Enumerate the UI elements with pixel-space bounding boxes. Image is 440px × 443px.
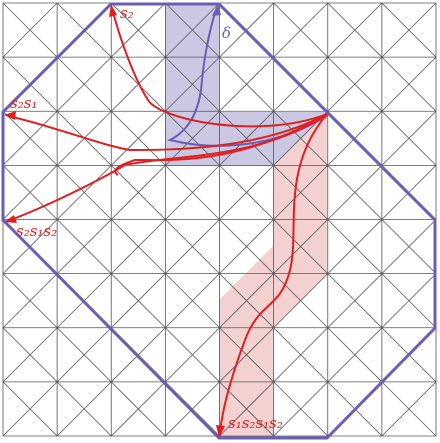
grid-line: [381, 110, 437, 166]
grid-line: [165, 381, 220, 437]
grid-line: [2, 165, 58, 220]
grid-line: [273, 219, 329, 274]
grid-line: [273, 2, 329, 58]
red-curve: [111, 7, 328, 128]
s2s1s2-label: s₂s₁s₂: [16, 222, 57, 240]
grid-line: [56, 381, 112, 437]
s1s2s1s2-label: s₁s₂s₁s₂: [228, 414, 283, 432]
grid-line: [165, 2, 220, 58]
grid: [2, 2, 437, 437]
grid-line: [2, 327, 58, 383]
blue-arrow: [167, 4, 328, 147]
grid-line: [219, 165, 274, 220]
s2s1-label: s₂s₁: [10, 94, 37, 112]
grid-line: [273, 273, 329, 329]
grid-line: [165, 165, 220, 220]
red-arrowhead: [216, 425, 225, 438]
grid-line: [327, 56, 383, 112]
grid-line: [56, 327, 112, 383]
grid-line: [327, 165, 383, 220]
grid-line: [327, 2, 383, 58]
grid-line: [2, 381, 58, 437]
grid-line: [110, 219, 166, 274]
grid-line: [110, 381, 166, 437]
grid-line: [110, 2, 166, 58]
grid-line: [110, 110, 166, 166]
red-arrowhead: [4, 215, 17, 223]
grid-line: [219, 327, 274, 383]
red-arrowhead: [4, 111, 16, 120]
grid-line: [327, 273, 383, 329]
grid-line: [110, 165, 166, 220]
grid-line: [56, 219, 112, 274]
grid-line: [2, 273, 58, 329]
grid-line: [56, 165, 112, 220]
blue-arrowhead: [212, 4, 221, 16]
red-curve: [114, 113, 328, 176]
delta-label: δ: [222, 24, 231, 42]
grid-line: [165, 273, 220, 329]
red-arrows: [4, 4, 328, 438]
grid-line: [381, 381, 437, 437]
grid-line: [219, 381, 274, 437]
grid-line: [381, 273, 437, 329]
grid-line: [110, 273, 166, 329]
red-curve: [7, 113, 328, 152]
shaded-regions: [165, 5, 327, 438]
grid-line: [327, 219, 383, 274]
grid-line: [219, 110, 274, 166]
s2-label: s₂: [120, 4, 134, 22]
grid-line: [381, 219, 437, 274]
grid-line: [219, 273, 274, 329]
grid-line: [165, 56, 220, 112]
grid-line: [381, 56, 437, 112]
grid-line: [165, 110, 220, 166]
grid-line: [219, 56, 274, 112]
grid-line: [273, 381, 329, 437]
blue-curve: [167, 7, 328, 147]
grid-line: [165, 219, 220, 274]
grid-line: [219, 219, 274, 274]
grid-line: [165, 327, 220, 383]
grid-line: [273, 327, 329, 383]
grid-line: [2, 110, 58, 166]
red-arrowhead: [109, 4, 117, 17]
grid-line: [273, 165, 329, 220]
grid-line: [2, 2, 58, 58]
grid-line: [56, 56, 112, 112]
red-curve: [219, 113, 328, 435]
grid-line: [327, 327, 383, 383]
octagon: [1, 2, 437, 440]
grid-line: [381, 2, 437, 58]
